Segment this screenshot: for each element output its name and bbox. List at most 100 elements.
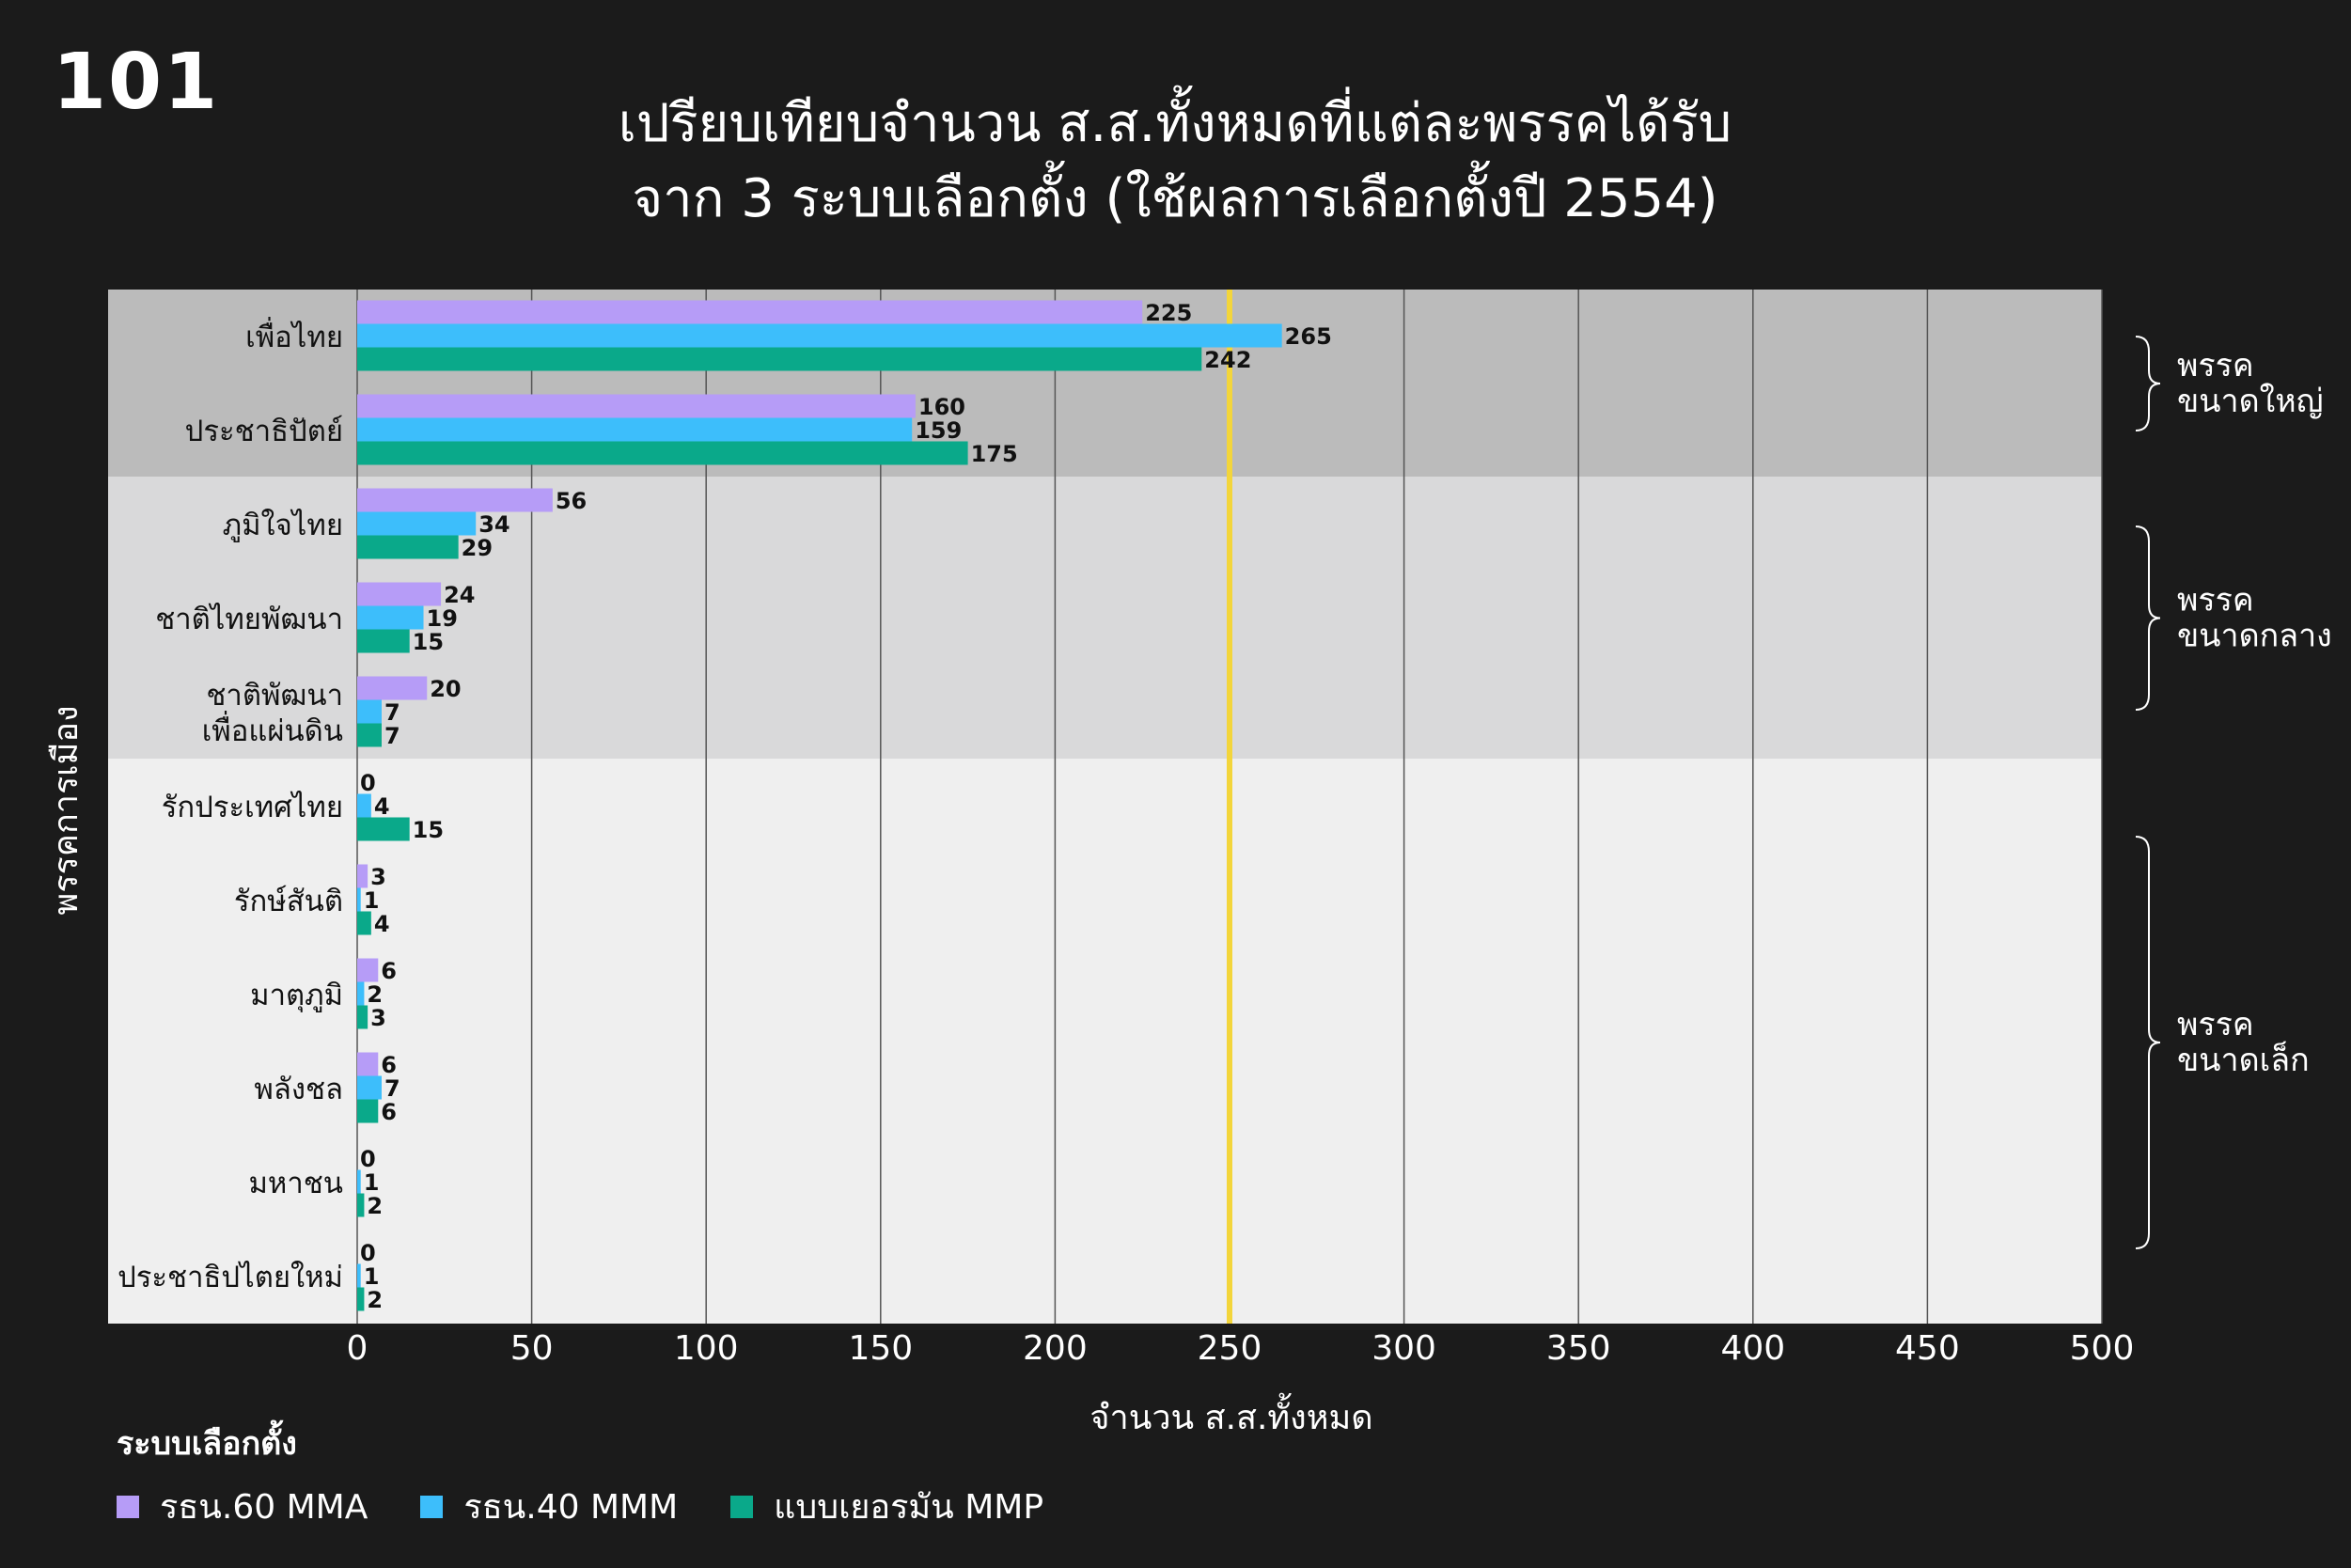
- legend-label-mma: รธน.60 MMA: [160, 1488, 368, 1527]
- value-label-2-0: 56: [556, 488, 587, 514]
- category-label-3: ชาติไทยพัฒนา: [155, 603, 343, 636]
- legend: ระบบเลือกตั้ง รธน.60 MMA รธน.40 MMM แบบเ…: [117, 1418, 1043, 1533]
- category-label-5: รักประเทศไทย: [162, 791, 343, 824]
- x-tick-label-1: 50: [510, 1329, 554, 1368]
- x-tick-label-9: 450: [1895, 1329, 1960, 1368]
- bar-7-2: [357, 1005, 368, 1029]
- chart-title-line-2: จาก 3 ระบบเลือกตั้ง (ใช้ผลการเลือกตั้งปี…: [632, 168, 1718, 229]
- value-label-3-2: 15: [413, 629, 444, 655]
- legend-item-mmp: แบบเยอรมัน MMP: [730, 1480, 1043, 1533]
- value-label-4-1: 7: [384, 699, 400, 726]
- value-label-4-2: 7: [384, 723, 400, 749]
- bar-7-0: [357, 958, 379, 982]
- value-label-0-2: 242: [1204, 347, 1251, 373]
- value-label-0-1: 265: [1285, 323, 1332, 350]
- group-brace-2: [2135, 836, 2161, 1249]
- x-tick-label-0: 0: [347, 1329, 368, 1368]
- bars: [357, 300, 1282, 1311]
- bar-3-1: [357, 605, 424, 630]
- legend-title: ระบบเลือกตั้ง: [117, 1425, 297, 1463]
- x-tick-label-10: 500: [2070, 1329, 2135, 1368]
- category-label-4-1: เพื่อแผ่นดิน: [202, 711, 343, 748]
- bar-5-2: [357, 817, 410, 841]
- group-label-1-0: พรรค: [2177, 582, 2254, 619]
- bar-1-0: [357, 394, 916, 418]
- bar-8-1: [357, 1075, 382, 1100]
- value-label-3-0: 24: [444, 582, 475, 608]
- value-label-7-1: 2: [367, 981, 383, 1008]
- value-label-1-0: 160: [918, 394, 965, 420]
- value-label-6-0: 3: [370, 864, 386, 890]
- value-label-1-2: 175: [971, 441, 1018, 467]
- value-label-0-0: 225: [1145, 300, 1192, 326]
- bar-1-1: [357, 417, 913, 442]
- value-label-2-2: 29: [462, 535, 493, 561]
- x-tick-label-2: 100: [674, 1329, 739, 1368]
- x-tick-labels: 0 50 100 150 200 250 300 350 400 450 500: [347, 1329, 2135, 1368]
- group-label-0-0: พรรค: [2177, 347, 2254, 384]
- bar-6-0: [357, 864, 368, 888]
- bar-6-1: [357, 887, 361, 912]
- value-label-10-1: 1: [364, 1263, 380, 1290]
- legend-swatch-mma: [117, 1495, 139, 1518]
- category-label-2: ภูมิใจไทย: [223, 509, 343, 542]
- group-brace-1: [2135, 525, 2161, 711]
- chart-title: เปรียบเทียบจำนวน ส.ส.ทั้งหมดที่แต่ละพรรค…: [216, 86, 2134, 237]
- x-tick-label-3: 150: [848, 1329, 913, 1368]
- value-label-8-2: 6: [381, 1099, 397, 1125]
- group-band-2: [108, 759, 2102, 1324]
- value-label-5-2: 15: [413, 817, 444, 843]
- bar-8-2: [357, 1099, 379, 1123]
- legend-items: รธน.60 MMA รธน.40 MMM แบบเยอรมัน MMP: [117, 1480, 1043, 1533]
- group-label-0-1: ขนาดใหญ่: [2177, 383, 2324, 420]
- category-label-8: พลังชล: [254, 1073, 343, 1106]
- bar-2-2: [357, 535, 459, 559]
- value-label-6-2: 4: [374, 911, 390, 937]
- bar-10-1: [357, 1263, 361, 1288]
- category-label-4-0: ชาติพัฒนา: [206, 679, 343, 713]
- legend-swatch-mmp: [730, 1495, 754, 1518]
- value-label-7-2: 3: [370, 1005, 386, 1031]
- bar-7-1: [357, 981, 365, 1006]
- legend-item-mma: รธน.60 MMA: [117, 1480, 368, 1533]
- group-brace-0: [2135, 336, 2161, 431]
- category-label-10: ประชาธิปไตยใหม่: [118, 1261, 343, 1294]
- x-tick-label-5: 250: [1198, 1329, 1262, 1368]
- x-tick-label-7: 350: [1546, 1329, 1611, 1368]
- value-label-5-1: 4: [374, 793, 390, 820]
- legend-label-mmm: รธน.40 MMM: [463, 1488, 679, 1527]
- value-label-10-0: 0: [360, 1240, 376, 1266]
- bar-8-0: [357, 1052, 379, 1076]
- bar-0-0: [357, 300, 1143, 324]
- value-label-9-2: 2: [367, 1193, 383, 1219]
- category-labels: เพื่อไทยประชาธิปัตย์ภูมิใจไทยชาติไทยพัฒน…: [118, 317, 343, 1294]
- y-axis-label: พรรคการเมือง: [47, 705, 86, 915]
- x-tick-label-4: 200: [1023, 1329, 1088, 1368]
- value-label-6-1: 1: [364, 887, 380, 914]
- value-label-9-0: 0: [360, 1146, 376, 1172]
- bar-0-2: [357, 347, 1202, 371]
- category-label-1: ประชาธิปัตย์: [185, 415, 343, 448]
- value-label-2-1: 34: [478, 511, 509, 538]
- bar-4-0: [357, 676, 428, 700]
- x-tick-label-6: 300: [1371, 1329, 1436, 1368]
- bar-4-1: [357, 699, 382, 724]
- x-tick-label-8: 400: [1720, 1329, 1785, 1368]
- logo: 101: [53, 38, 220, 127]
- bar-2-0: [357, 488, 553, 512]
- category-label-6: รักษ์สันติ: [234, 885, 343, 918]
- group-label-2-1: ขนาดเล็ก: [2177, 1041, 2310, 1079]
- bar-3-2: [357, 629, 410, 653]
- legend-label-mmp: แบบเยอรมัน MMP: [774, 1488, 1044, 1527]
- legend-item-mmm: รธน.40 MMM: [420, 1480, 678, 1533]
- bar-6-2: [357, 911, 371, 935]
- bar-1-2: [357, 441, 968, 465]
- bar-0-1: [357, 323, 1282, 348]
- value-label-9-1: 1: [364, 1169, 380, 1196]
- value-label-10-2: 2: [367, 1287, 383, 1313]
- chart-title-line-1: เปรียบเทียบจำนวน ส.ส.ทั้งหมดที่แต่ละพรรค…: [618, 93, 1732, 154]
- value-label-3-1: 19: [427, 605, 458, 632]
- value-labels: 2252652421601591755634292419152077041531…: [360, 300, 1332, 1313]
